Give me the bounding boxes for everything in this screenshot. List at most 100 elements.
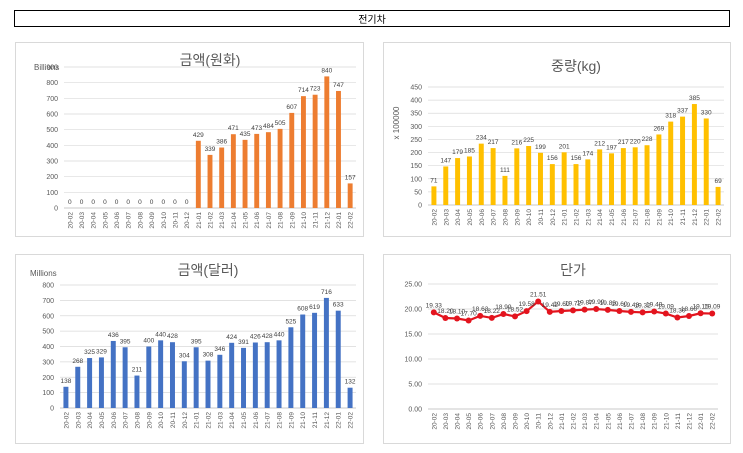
x-tick-label: 22-02 [348, 212, 355, 229]
data-label: 0 [161, 199, 165, 206]
data-label: 0 [115, 199, 119, 206]
x-tick-label: 20-12 [184, 212, 191, 229]
x-tick-label: 22-01 [336, 212, 343, 229]
data-label: 147 [440, 157, 451, 164]
x-tick-label: 20-04 [455, 413, 462, 430]
data-point [709, 310, 716, 317]
data-point [581, 306, 588, 313]
x-tick-label: 21-05 [243, 212, 250, 229]
data-label: 0 [103, 199, 107, 206]
bar [158, 340, 164, 408]
x-tick-label: 21-02 [571, 413, 578, 430]
x-tick-label: 21-06 [617, 413, 624, 430]
x-tick-label: 20-06 [478, 413, 485, 430]
data-label: 225 [523, 137, 534, 144]
data-label: 19.60 [611, 301, 628, 308]
bar [252, 342, 258, 408]
y-tick-label: 100 [42, 390, 54, 397]
data-label: 440 [274, 331, 285, 338]
axis-unit-label: x 100000 [392, 106, 401, 139]
x-tick-label: 21-05 [241, 412, 248, 429]
bar [656, 134, 662, 205]
y-tick-label: 15.00 [404, 332, 422, 339]
bar [146, 346, 152, 408]
x-tick-label: 21-11 [675, 413, 682, 430]
bar [620, 148, 626, 205]
data-point [639, 309, 646, 316]
y-tick-label: 500 [42, 329, 54, 336]
bar [573, 164, 579, 205]
x-tick-label: 21-04 [229, 412, 236, 429]
x-tick-label: 20-07 [489, 413, 496, 430]
data-label: 385 [689, 95, 700, 102]
y-tick-label: 10.00 [404, 357, 422, 364]
x-tick-label: 20-04 [91, 212, 98, 229]
bar [324, 76, 330, 209]
bar [265, 132, 271, 208]
bar [323, 297, 329, 408]
x-tick-label: 20-02 [431, 209, 438, 226]
x-tick-label: 20-03 [75, 412, 82, 429]
data-point [686, 313, 692, 319]
data-label: 607 [286, 104, 297, 111]
x-tick-label: 21-10 [668, 209, 675, 226]
data-label: 19.42 [542, 302, 559, 309]
data-point [523, 308, 530, 315]
data-label: 220 [630, 138, 641, 145]
x-tick-label: 20-11 [170, 412, 177, 429]
data-point [512, 313, 518, 320]
chart-title: 금액(달러) [178, 262, 239, 278]
data-label: 426 [250, 334, 261, 341]
y-tick-label: 700 [42, 298, 54, 305]
data-label: 0 [138, 199, 142, 206]
x-tick-label: 22-02 [348, 412, 355, 429]
x-tick-label: 20-09 [146, 412, 153, 429]
data-label: 199 [535, 144, 546, 151]
data-label: 19.83 [600, 300, 617, 307]
data-label: 395 [191, 338, 202, 345]
x-tick-label: 20-06 [111, 412, 118, 429]
x-tick-label: 20-08 [502, 209, 509, 226]
data-label: 185 [464, 147, 475, 154]
page-title: 전기차 [14, 10, 730, 27]
x-tick-label: 20-05 [467, 209, 474, 226]
y-tick-label: 150 [410, 163, 422, 170]
y-tick-label: 25.00 [404, 282, 422, 289]
x-tick-label: 21-08 [278, 212, 285, 229]
data-label: 138 [60, 378, 71, 385]
x-tick-label: 21-06 [621, 209, 628, 226]
axis-unit-label: Billions [34, 63, 59, 72]
unit-price-chart: 단가 0.00 5.00 10.00 15.00 20.00 25.00 20-02 20-03… [383, 254, 731, 444]
data-label: 428 [262, 333, 273, 340]
y-tick-label: 900 [46, 65, 58, 72]
data-label: 211 [132, 367, 143, 374]
data-label: 0 [91, 199, 95, 206]
bar [277, 128, 283, 208]
bar [537, 152, 543, 205]
data-label: 429 [193, 132, 204, 139]
data-point [662, 310, 669, 317]
chart-title: 금액(원화) [180, 52, 241, 68]
bar [585, 159, 591, 205]
x-tick-label: 21-10 [301, 212, 308, 229]
bar [312, 94, 318, 208]
data-point [674, 314, 681, 321]
data-label: 216 [511, 139, 522, 146]
data-label: 19.43 [623, 302, 640, 309]
y-tick-label: 300 [42, 359, 54, 366]
y-tick-label: 0 [54, 206, 58, 213]
data-label: 0 [173, 199, 177, 206]
x-tick-label: 21-07 [629, 413, 636, 430]
bar [219, 147, 225, 208]
x-tick-label: 21-11 [313, 212, 320, 229]
data-label: 132 [345, 379, 356, 386]
x-tick-label: 21-12 [692, 209, 699, 226]
data-label: 19.58 [518, 301, 535, 308]
x-tick-label: 21-12 [324, 212, 331, 229]
x-tick-label: 20-11 [538, 209, 545, 226]
data-point [570, 307, 576, 314]
y-tick-label: 450 [410, 85, 422, 92]
y-tick-label: 5.00 [408, 382, 422, 389]
bar [644, 145, 650, 205]
x-tick-label: 20-06 [114, 212, 121, 229]
